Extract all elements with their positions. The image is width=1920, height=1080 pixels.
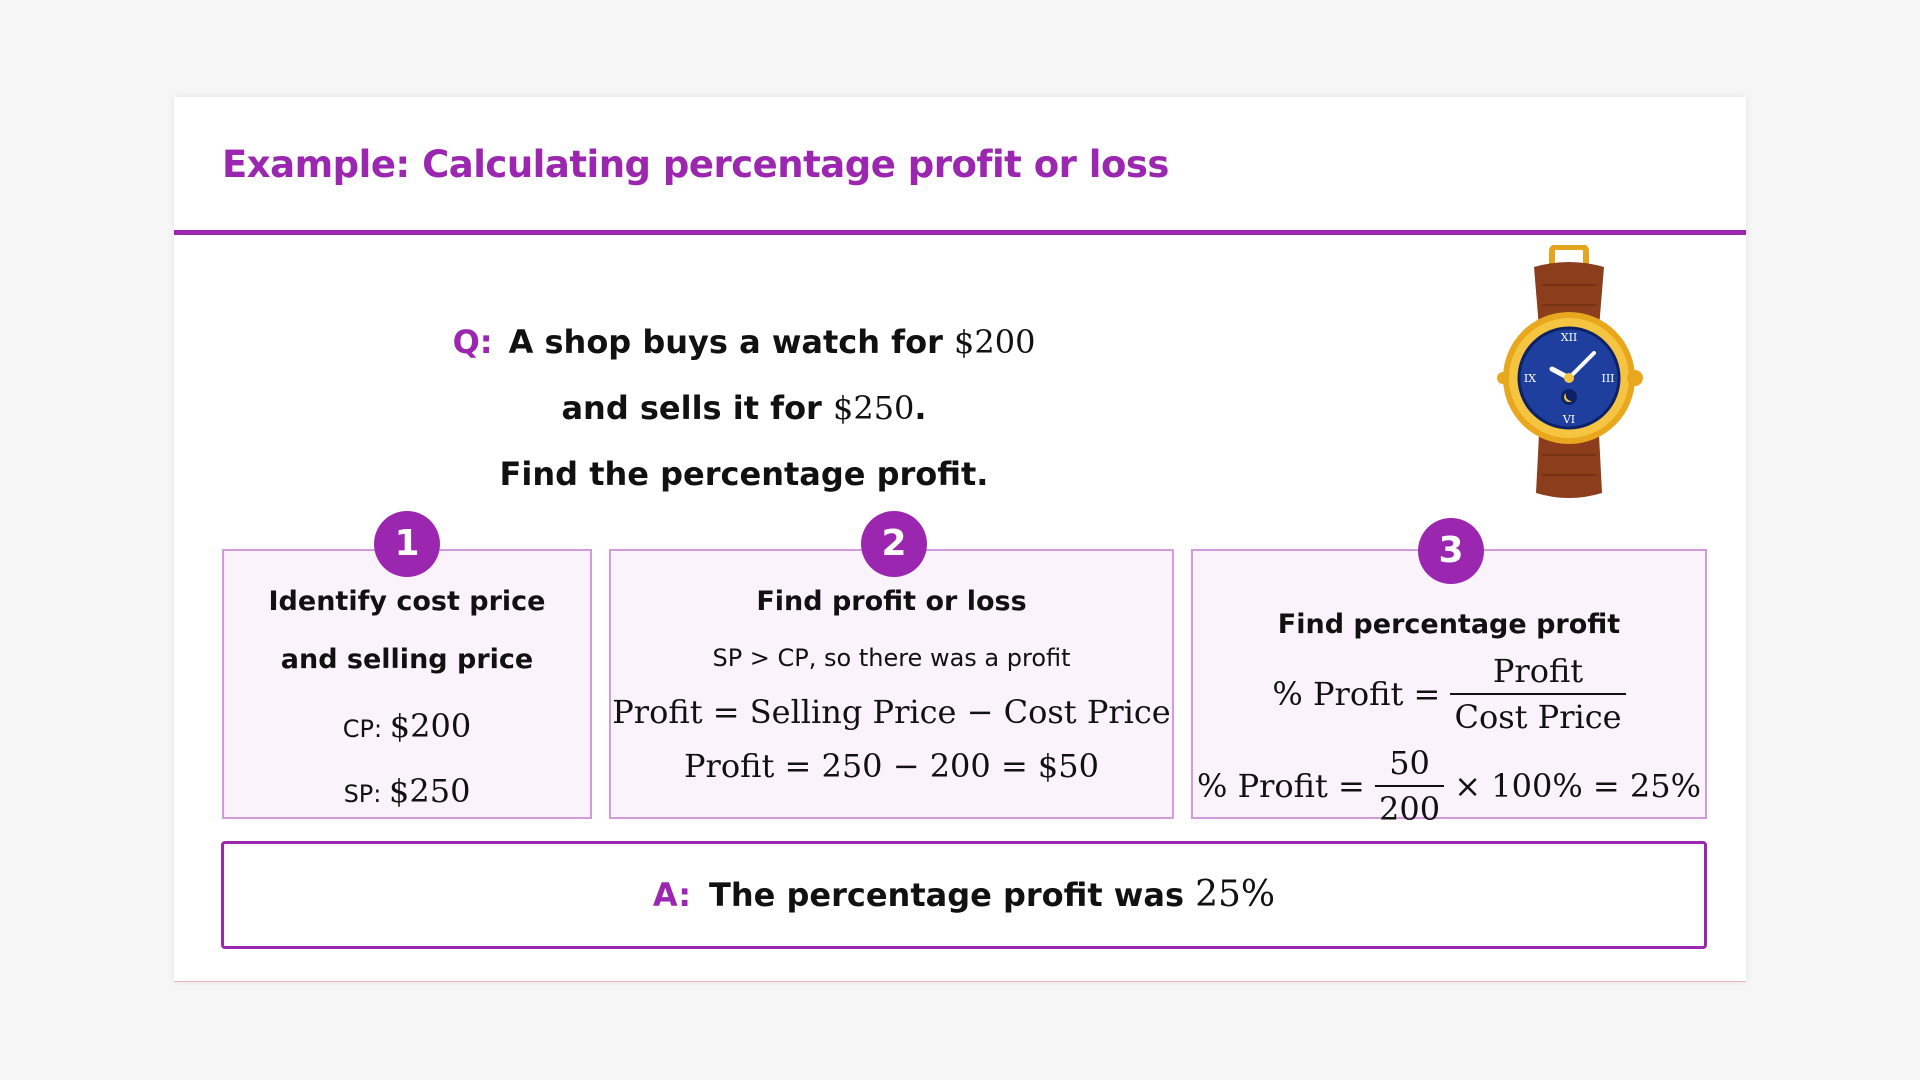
watch-image: XII III VI IX [1497,245,1643,498]
calc-rhs: × 100% = 25% [1444,767,1702,805]
calc-fraction: 50 200 [1375,741,1445,831]
question-line-2: Find the percentage profit. [499,455,989,493]
slide: Example: Calculating percentage profit o… [174,97,1746,982]
profit-calculation: Profit = 250 − 200 = $50 [684,747,1099,785]
buy-price: $200 [953,323,1036,361]
step-2-badge: 2 [861,511,927,577]
svg-text:VI: VI [1562,413,1575,426]
svg-text:III: III [1601,372,1614,385]
answer-box: A: The percentage profit was 25% [221,841,1707,949]
calc-denominator: 200 [1379,790,1441,828]
step-2-heading: Find profit or loss [756,586,1027,617]
percent-calculation: % Profit = 50 200 × 100% = 25% [1193,741,1705,831]
cp-line: CP: $200 [224,697,590,762]
question-text-1: A shop buys a watch for [508,323,954,361]
step-1-badge: 1 [374,511,440,577]
step-3-badge: 3 [1418,518,1484,584]
page-title: Example: Calculating percentage profit o… [222,143,1169,186]
answer-label: A: [652,876,692,914]
step-1-box: 1 Identify cost price and selling price … [222,511,592,819]
percent-formula: % Profit = Profit Cost Price [1193,649,1705,739]
formula-fraction: Profit Cost Price [1450,649,1626,739]
calc-numerator: 50 [1375,741,1445,787]
formula-lhs: % Profit = [1272,675,1451,713]
answer-value: 25% [1195,874,1276,915]
sp-label: SP: [343,780,389,808]
formula-denominator: Cost Price [1454,698,1622,736]
cp-value: $200 [389,707,472,745]
step-3-heading: Find percentage profit [1277,609,1621,640]
calc-lhs: % Profit = [1196,767,1376,805]
sp-line: SP: $250 [224,762,590,827]
title-divider [174,230,1746,235]
question: Q: A shop buys a watch for $200 and sells… [434,309,1054,507]
question-text-2: and sells it for [561,389,833,427]
step-1-heading: Identify cost price and selling price [268,586,546,675]
step-3-box: 3 Find percentage profit % Profit = Prof… [1191,518,1707,828]
sp-value: $250 [388,772,471,810]
sell-price: $250 [832,389,915,427]
step-2-box: 2 Find profit or loss SP > CP, so there … [609,511,1174,819]
step-2-note: SP > CP, so there was a profit [712,644,1071,672]
question-label: Q: [452,323,493,361]
question-text-3: . [914,389,927,427]
cp-label: CP: [342,715,390,743]
formula-numerator: Profit [1450,649,1626,695]
svg-text:XII: XII [1561,331,1578,344]
svg-text:IX: IX [1524,372,1536,385]
profit-equation: Profit = Selling Price − Cost Price [612,693,1171,731]
answer-text: The percentage profit was [709,876,1196,914]
question-line-1: Q: A shop buys a watch for $200 and sells… [434,309,1054,441]
